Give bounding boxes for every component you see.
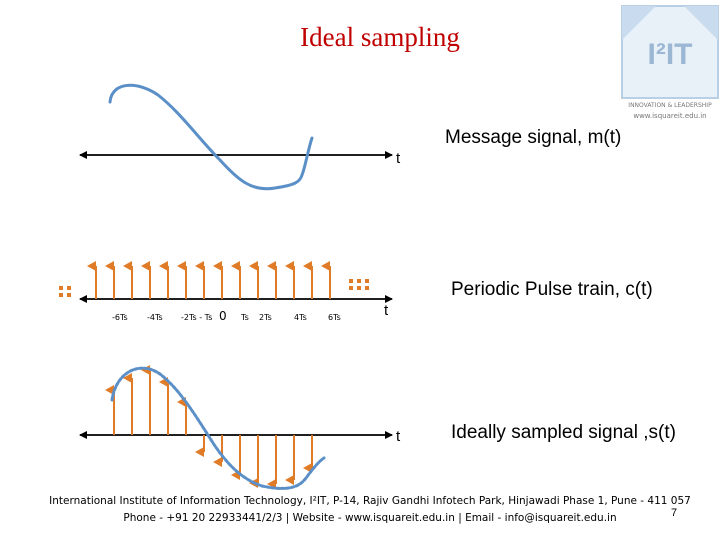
sampled-signal-panel bbox=[79, 365, 393, 490]
message-signal-panel bbox=[79, 83, 393, 191]
tick-label: 4Ts bbox=[294, 313, 307, 322]
pulse-train-panel bbox=[59, 261, 393, 303]
sampled-signal-label: Ideally sampled signal ,s(t) bbox=[451, 422, 676, 443]
tick-label: 2Ts bbox=[259, 313, 272, 322]
pulse-arrows bbox=[87, 261, 331, 299]
tick-label: -4Ts bbox=[147, 313, 163, 322]
tick-label: -6Ts bbox=[112, 313, 128, 322]
message-signal-curve bbox=[108, 83, 314, 191]
message-axis-label: t bbox=[396, 150, 401, 167]
pulse-axis-label: t bbox=[384, 302, 389, 319]
tick-label: -2Ts - Ts bbox=[181, 313, 213, 322]
logo-url: www.isquareit.edu.in bbox=[633, 112, 706, 120]
i2it-logo: I²IT INNOVATION & LEADERSHIP www.isquare… bbox=[621, 5, 719, 120]
footer-address: International Institute of Information T… bbox=[49, 495, 691, 507]
sample-arrows-down bbox=[195, 435, 313, 489]
page-number: 7 bbox=[671, 507, 678, 519]
continuation-dots-right bbox=[349, 279, 369, 290]
logo-tagline: INNOVATION & LEADERSHIP bbox=[628, 102, 712, 109]
tick-label: Ts bbox=[241, 313, 249, 322]
slide-title: Ideal sampling bbox=[300, 22, 460, 52]
logo-text: I²IT bbox=[648, 38, 693, 71]
tick-label-zero: 0 bbox=[219, 309, 227, 323]
message-signal-label: Message signal, m(t) bbox=[445, 127, 622, 148]
sampled-axis-label: t bbox=[396, 428, 401, 445]
footer: International Institute of Information T… bbox=[40, 493, 700, 527]
sample-arrows-up bbox=[105, 365, 187, 435]
sampled-signal-envelope bbox=[110, 366, 326, 490]
pulse-train-label: Periodic Pulse train, c(t) bbox=[451, 279, 653, 300]
continuation-dots-left bbox=[59, 286, 71, 297]
tick-label: 6Ts bbox=[328, 313, 341, 322]
footer-contact: Phone - +91 20 22933441/2/3 | Website - … bbox=[123, 512, 617, 524]
